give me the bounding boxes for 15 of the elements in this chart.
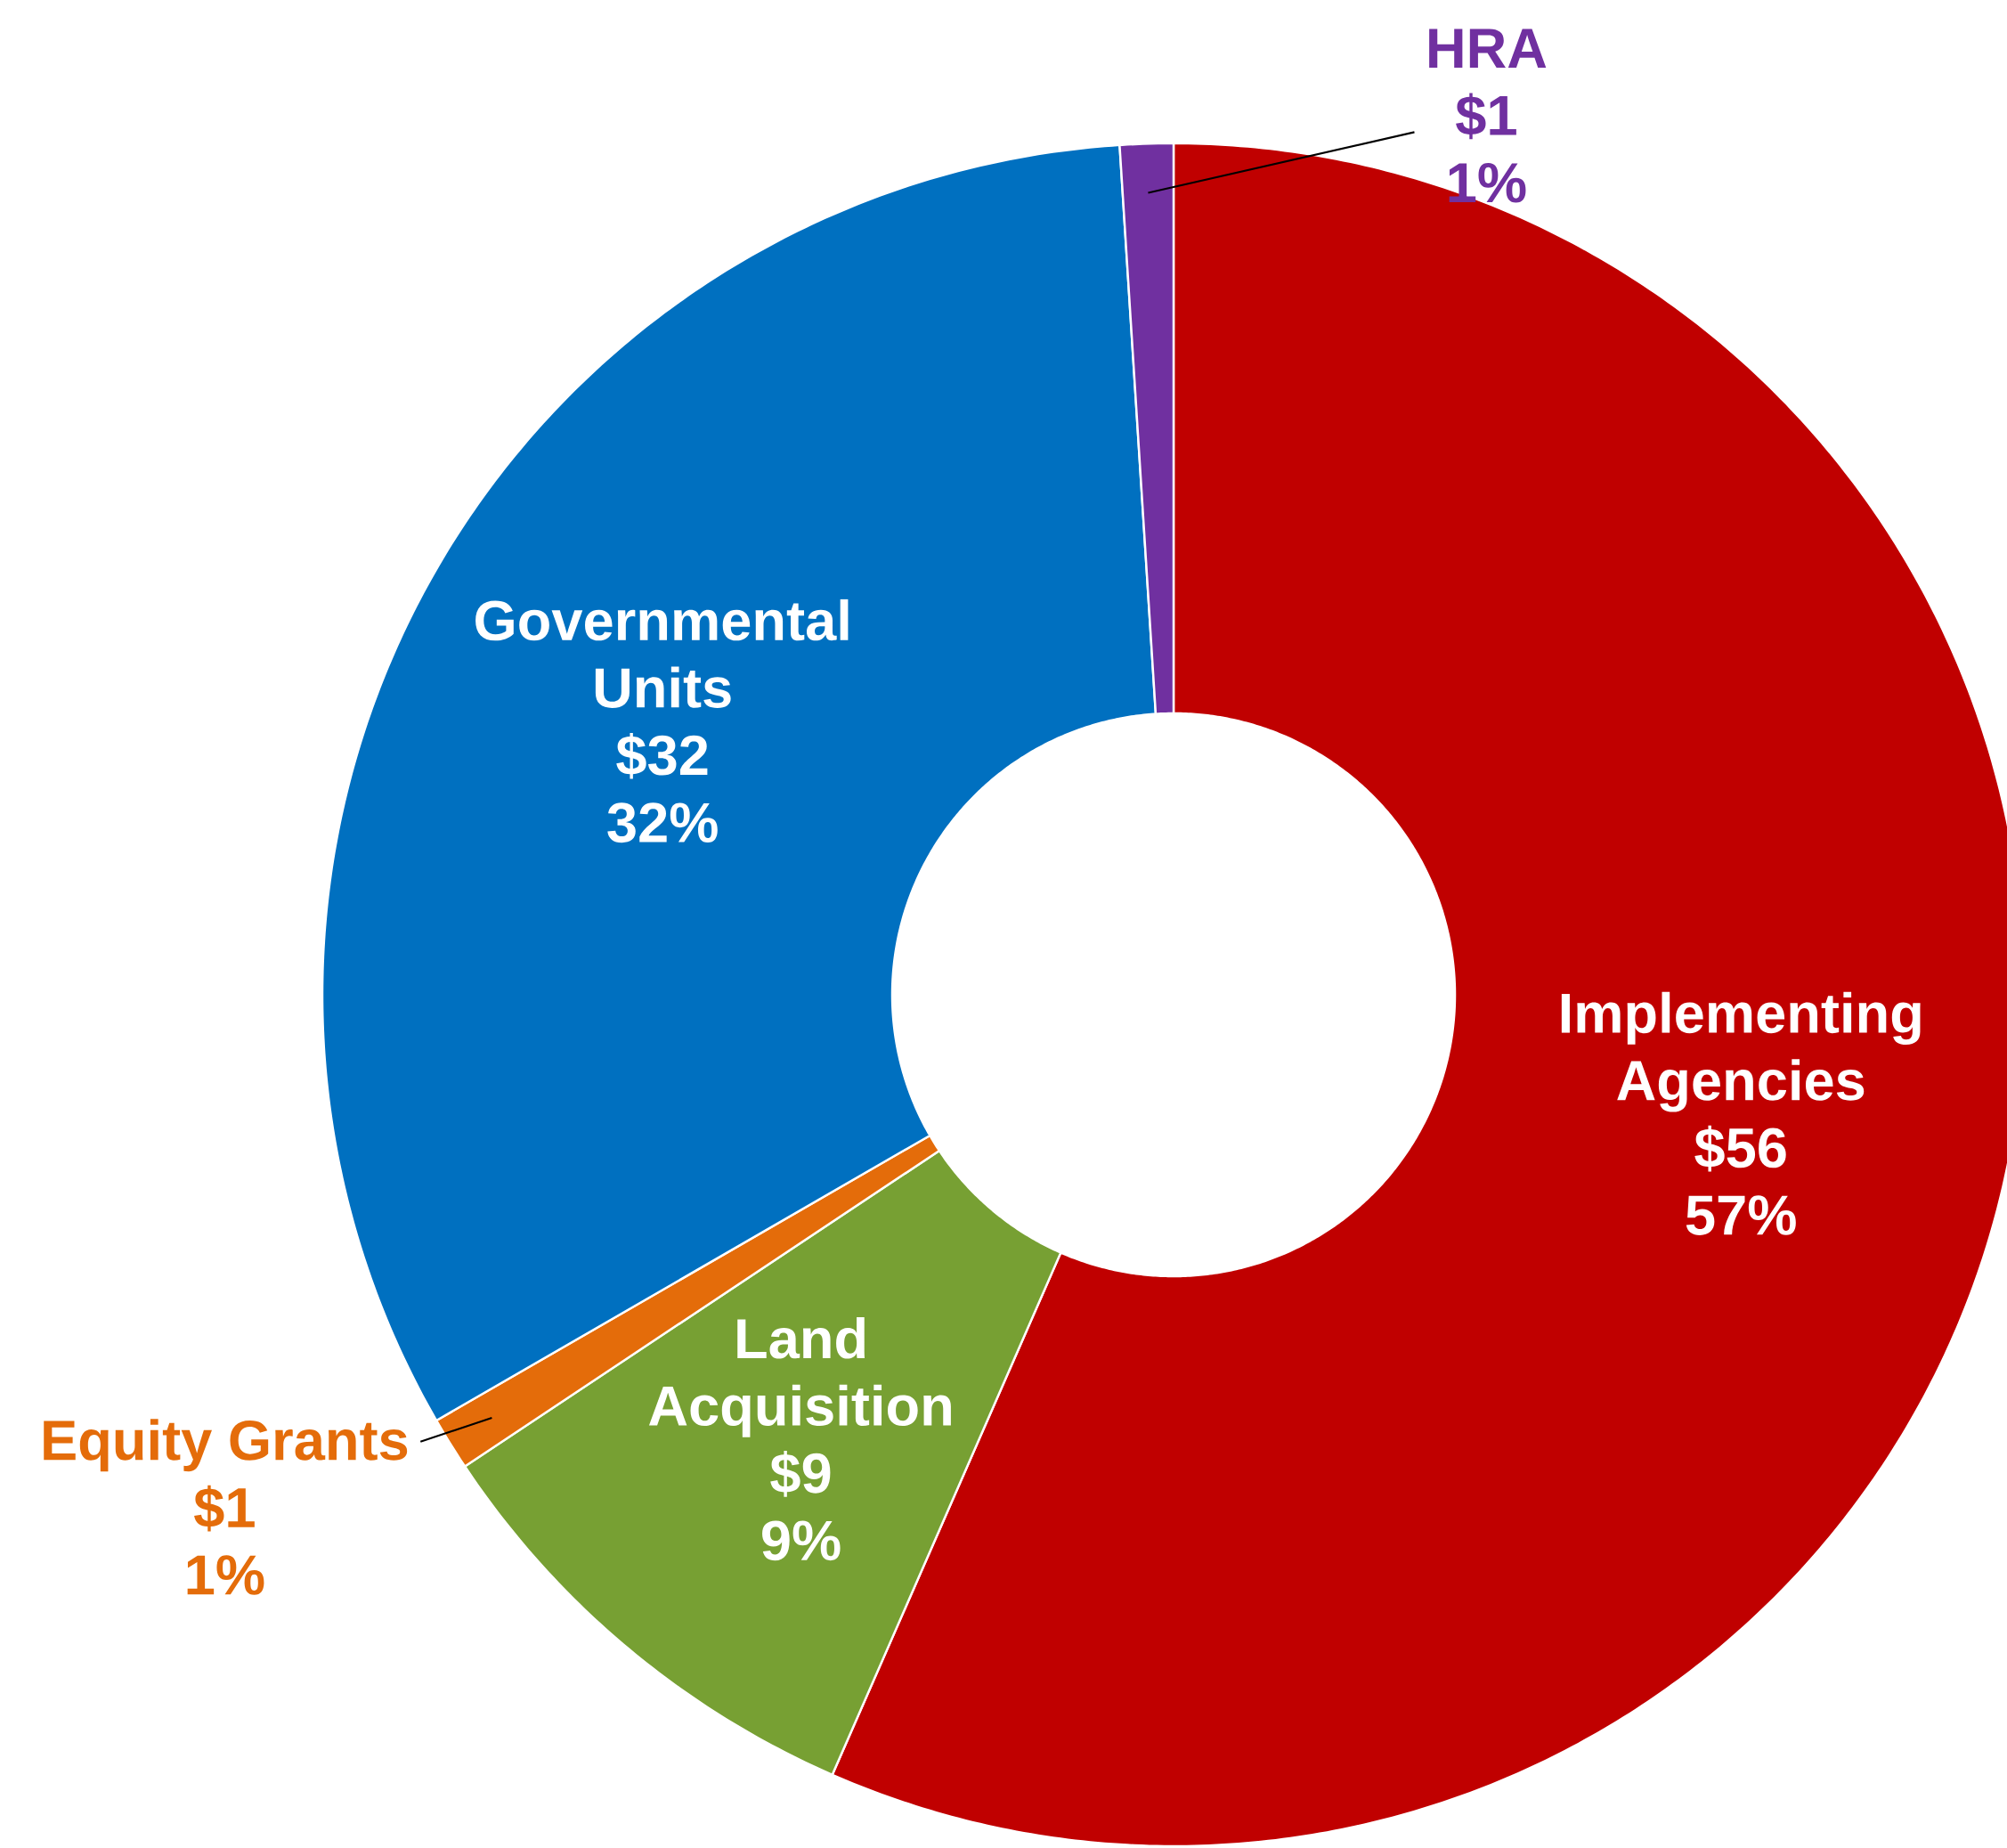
data-label: $1 xyxy=(194,1485,255,1532)
text: 57% xyxy=(1686,1195,1796,1235)
text: 32% xyxy=(607,802,718,843)
slice-label: HRA xyxy=(1429,28,1547,68)
slice-label: Land Acquisition xyxy=(648,1317,951,1437)
data-label: $32 xyxy=(616,732,708,779)
slice-label: Governmental Units xyxy=(475,598,849,708)
slice-label: Equity Grants xyxy=(44,1419,408,1472)
text: 9% xyxy=(762,1520,841,1561)
text: 1% xyxy=(1449,163,1526,203)
data-label: $9 xyxy=(770,1451,831,1497)
data-label: $1 xyxy=(1456,93,1516,140)
slice-label: Implementing Agencies xyxy=(1561,991,1921,1112)
data-label: $56 xyxy=(1694,1125,1786,1172)
text: 1% xyxy=(187,1555,264,1595)
